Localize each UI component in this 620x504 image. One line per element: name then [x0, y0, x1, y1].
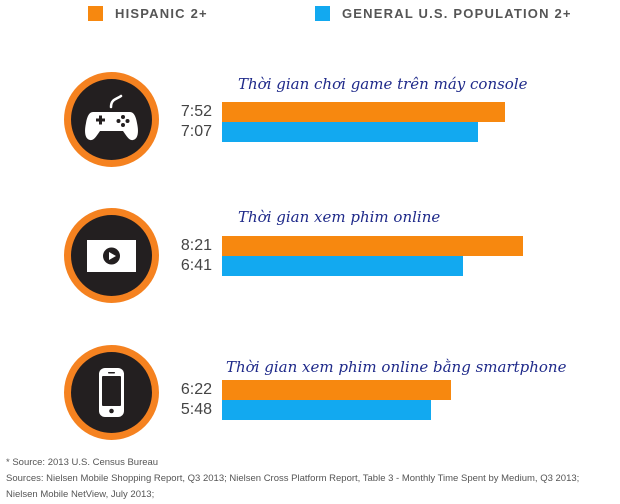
bar-value-label: 6:22: [180, 381, 212, 398]
panel-online-video: Thời gian xem phim online 8:21 6:41: [0, 208, 620, 308]
note-line: Sources: Nielsen Mobile Shopping Report,…: [6, 473, 580, 484]
bar-general: [222, 256, 463, 276]
video-badge: [64, 208, 159, 303]
panel-title: Thời gian chơi game trên máy console: [238, 75, 528, 93]
video-player-icon: [87, 240, 136, 272]
smartphone-icon: [99, 368, 124, 417]
bar-value-label: 8:21: [180, 237, 212, 254]
bar-hispanic: [222, 102, 505, 122]
gamepad-icon: [85, 94, 138, 141]
bar-value-label: 7:07: [180, 123, 212, 140]
note-line: * Source: 2013 U.S. Census Bureau: [6, 457, 159, 468]
bar-value-label: 6:41: [180, 257, 212, 274]
panel-title: Thời gian xem phim online: [238, 208, 441, 226]
legend-swatch-general: [315, 6, 330, 21]
smartphone-badge: [64, 345, 159, 440]
bar-value-label: 5:48: [180, 401, 212, 418]
source-notes: * Source: 2013 U.S. Census Bureau Source…: [6, 455, 618, 503]
legend-label-general: GENERAL U.S. POPULATION 2+: [342, 6, 572, 21]
bar-general: [222, 400, 431, 420]
bar-general: [222, 122, 478, 142]
bar-hispanic: [222, 380, 451, 400]
legend-item-hispanic: HISPANIC 2+: [88, 6, 208, 21]
bar-hispanic: [222, 236, 523, 256]
bar-value-label: 7:52: [180, 103, 212, 120]
legend-item-general: GENERAL U.S. POPULATION 2+: [315, 6, 572, 21]
legend-label-hispanic: HISPANIC 2+: [115, 6, 208, 21]
gamepad-badge: [64, 72, 159, 167]
note-line: Nielsen Mobile NetView, July 2013;: [6, 489, 155, 500]
legend-swatch-hispanic: [88, 6, 103, 21]
legend: HISPANIC 2+ GENERAL U.S. POPULATION 2+: [0, 6, 620, 28]
panel-title: Thời gian xem phim online bằng smartphon…: [226, 358, 567, 376]
panel-smartphone-video: Thời gian xem phim online bằng smartphon…: [0, 345, 620, 445]
panel-console-gaming: Thời gian chơi game trên máy console 7:5…: [0, 72, 620, 172]
